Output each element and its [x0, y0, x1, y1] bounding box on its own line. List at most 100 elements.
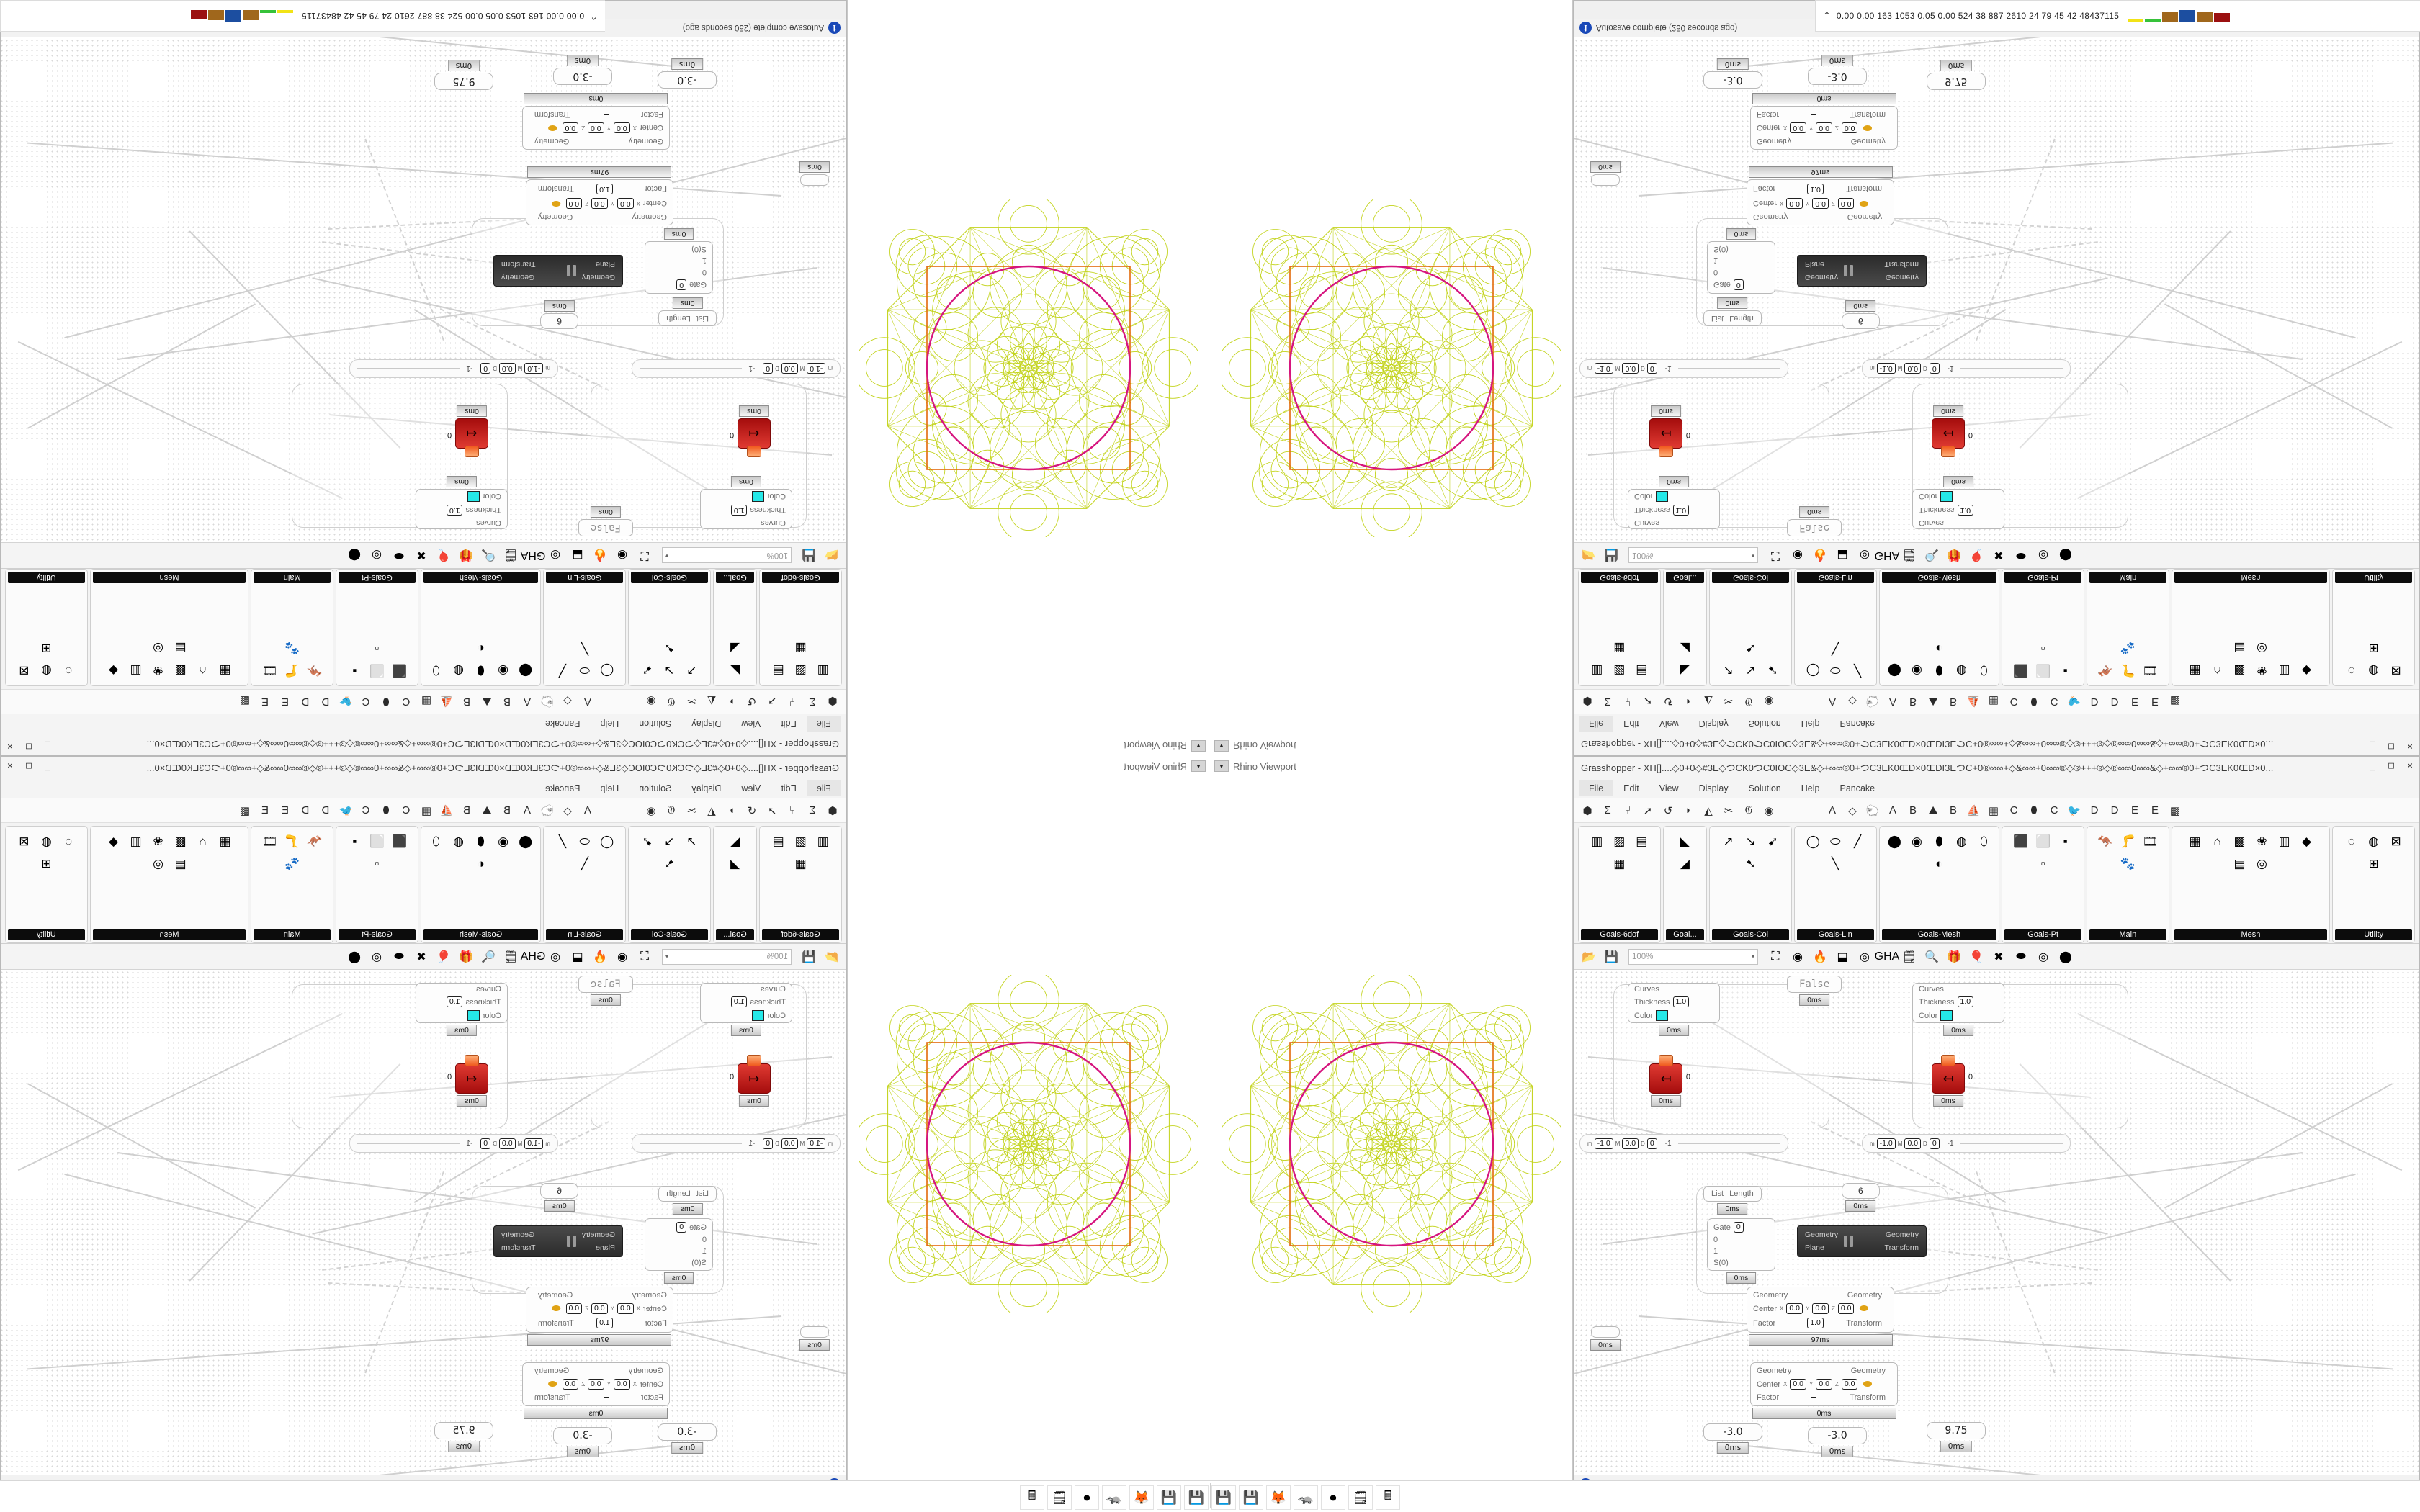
center-y-value[interactable]: 0.0 — [1816, 122, 1832, 133]
viewport-dropdown-button[interactable]: ▼ — [1191, 740, 1206, 752]
number-slider[interactable]: -3.0 0ms — [658, 1423, 717, 1454]
sets-icon[interactable]: ⑂ — [789, 696, 796, 708]
menu-item-display[interactable]: Display — [691, 719, 722, 729]
tab-e1-icon[interactable]: E — [2130, 696, 2138, 708]
list-length-component[interactable]: List Length 0ms — [658, 1186, 717, 1215]
transform-icon[interactable]: 𝔊 — [1744, 804, 1753, 816]
palette-item-icon[interactable]: ◐ — [477, 856, 485, 870]
chevron-down-icon[interactable]: ▾ — [1751, 552, 1754, 559]
palette-item-icon[interactable]: ◎ — [2257, 642, 2267, 656]
palette-item-icon[interactable]: ◢ — [730, 856, 740, 870]
palette-item-icon[interactable]: ▦ — [2189, 834, 2201, 848]
menu-item-help[interactable]: Help — [600, 719, 619, 729]
palette-item-icon[interactable]: ⬜ — [2035, 664, 2051, 678]
menu-item-solution[interactable]: Solution — [639, 719, 672, 729]
palette-item-icon[interactable]: 🦵 — [2120, 664, 2136, 678]
palette-item-icon[interactable]: ▥ — [2278, 834, 2290, 848]
scale-component[interactable]: Geometry Geometry Center X 0.0 Y 0.0 Z 0.0 ⬬ Facto… — [1747, 1287, 1894, 1346]
maths-icon[interactable]: Σ — [1604, 696, 1611, 708]
intersect-icon[interactable]: ✂ — [1724, 804, 1734, 817]
tab-e2-icon[interactable]: E — [261, 696, 269, 708]
factor-value[interactable] — [603, 114, 609, 115]
palette-item-icon[interactable]: ╲ — [581, 642, 588, 656]
tab-matrix-icon[interactable]: ▩ — [239, 695, 251, 708]
palette-item-icon[interactable]: ⬜ — [2035, 834, 2051, 848]
menu-item-edit[interactable]: Edit — [781, 783, 797, 793]
scale-component[interactable]: Geometry Geometry Center X 0.0 Y 0.0 Z 0.0 ⬬ Facto… — [526, 166, 673, 225]
palette-item-icon[interactable]: ▨ — [794, 664, 807, 678]
mesh-icon[interactable]: ◭ — [1704, 804, 1713, 817]
params-icon[interactable]: ⬢ — [828, 695, 838, 708]
center-x-value[interactable]: 0.0 — [614, 1379, 630, 1390]
palette-item-icon[interactable]: ◆ — [2301, 834, 2311, 848]
tab-b2-icon[interactable]: B — [463, 696, 471, 708]
palette-tab-label[interactable]: Goals-Mesh — [1881, 572, 1997, 583]
palette-item-icon[interactable]: ◍ — [1956, 834, 1967, 848]
palette-item-icon[interactable]: ⬮ — [477, 664, 485, 678]
palette-tab-label[interactable]: Goals-Col — [1712, 572, 1789, 583]
boolean-toggle[interactable]: False 0ms — [1787, 976, 1842, 1006]
floppy-green-icon[interactable]: 💾 — [1211, 1485, 1236, 1510]
palette-item-icon[interactable]: ⬭ — [579, 834, 591, 848]
chevron-down-icon[interactable]: ▾ — [1751, 953, 1754, 960]
center-y-value[interactable]: 0.0 — [588, 122, 604, 133]
slider-sub-value[interactable]: -1.0 — [1594, 1138, 1613, 1149]
palette-item-icon[interactable]: ◉ — [498, 834, 508, 848]
slider-sub-value[interactable]: 0.0 — [1904, 363, 1922, 374]
color-swatch[interactable] — [751, 491, 764, 502]
palette-item-icon[interactable]: ◐ — [477, 642, 485, 656]
tab-matrix-icon[interactable]: ▩ — [239, 804, 251, 817]
menu-item-edit[interactable]: Edit — [1623, 783, 1639, 793]
minimize-button[interactable]: _ — [45, 741, 50, 752]
tab-matrix-icon[interactable]: ▩ — [2169, 804, 2181, 817]
profiler-icon[interactable]: ⬓ — [1837, 950, 1848, 963]
curve-icon[interactable]: ↺ — [1663, 695, 1673, 708]
palette-item-icon[interactable]: ⬮ — [477, 834, 485, 848]
tab-a2-icon[interactable]: A — [524, 804, 532, 816]
tab-c2-icon[interactable]: C — [2050, 696, 2058, 708]
params-icon[interactable]: ⬢ — [828, 804, 838, 817]
number-slider[interactable]: -3.0 0ms — [1703, 58, 1762, 89]
floppy-green-icon[interactable]: 💾 — [1184, 1485, 1209, 1510]
palette-item-icon[interactable]: ⬭ — [1829, 834, 1841, 848]
tab-blob-icon[interactable]: ⬮ — [382, 804, 390, 816]
factor-value[interactable]: 1.0 — [596, 1318, 613, 1328]
palette-item-icon[interactable]: ◯ — [600, 664, 614, 678]
transform-component-disabled[interactable]: Geometry Plane Geometry Transform — [1797, 255, 1927, 287]
shell-icon[interactable]: ◎ — [372, 950, 382, 963]
palette-item-icon[interactable]: ⌂ — [199, 834, 207, 848]
slider-sub-value[interactable]: -1.0 — [807, 1138, 826, 1149]
tab-e2-icon[interactable]: E — [261, 804, 269, 816]
center-z-value[interactable]: 0.0 — [1837, 198, 1855, 209]
maximize-button[interactable]: □ — [2388, 760, 2394, 771]
tab-d1-icon[interactable]: D — [321, 804, 330, 816]
palette-item-icon[interactable]: ↘ — [1745, 664, 1756, 678]
tab-e2-icon[interactable]: E — [2151, 804, 2159, 816]
palette-item-icon[interactable]: ◍ — [2368, 664, 2380, 678]
shell-icon[interactable]: ◎ — [372, 549, 382, 562]
center-x-value[interactable]: 0.0 — [1790, 122, 1806, 133]
menu-item-view[interactable]: View — [741, 783, 761, 793]
balloon-icon[interactable]: 🎈 — [1969, 950, 1984, 963]
palette-item-icon[interactable]: ▩ — [2233, 664, 2246, 678]
balloon-icon[interactable]: 🎈 — [1969, 549, 1984, 562]
close-button[interactable]: ✕ — [2407, 741, 2413, 752]
package-icon[interactable]: 🎁 — [1947, 950, 1961, 963]
menu-item-edit[interactable]: Edit — [781, 719, 797, 729]
tab-b1-icon[interactable]: B — [503, 696, 511, 708]
tab-mount-icon[interactable]: ⛰ — [482, 696, 492, 708]
number-slider[interactable]: 9.75 0ms — [1927, 60, 1986, 90]
menu-item-pancake[interactable]: Pancake — [1839, 783, 1876, 793]
kangaroo-solver-component[interactable]: ↤ 0 0ms — [447, 405, 488, 457]
palette-item-icon[interactable]: ◌ — [2347, 834, 2355, 848]
slider-rail[interactable] — [640, 1143, 743, 1144]
maths-icon[interactable]: Σ — [809, 696, 816, 708]
palette-tab-label[interactable]: Goals-Pt — [2004, 929, 2081, 940]
viewport-dropdown-button[interactable]: ▼ — [1191, 760, 1206, 772]
minimize-button[interactable]: _ — [2370, 760, 2375, 771]
surface-icon[interactable]: ◗ — [728, 696, 735, 708]
scale-component[interactable]: Geometry Geometry Center X 0.0 Y 0.0 Z 0.0 ⬬ Facto… — [1750, 93, 1898, 150]
number-slider[interactable]: -3.0 0ms — [1703, 1423, 1762, 1454]
thickness-value[interactable]: 1.0 — [1672, 996, 1690, 1007]
tab-boat-icon[interactable]: ⛵ — [1966, 804, 1981, 817]
